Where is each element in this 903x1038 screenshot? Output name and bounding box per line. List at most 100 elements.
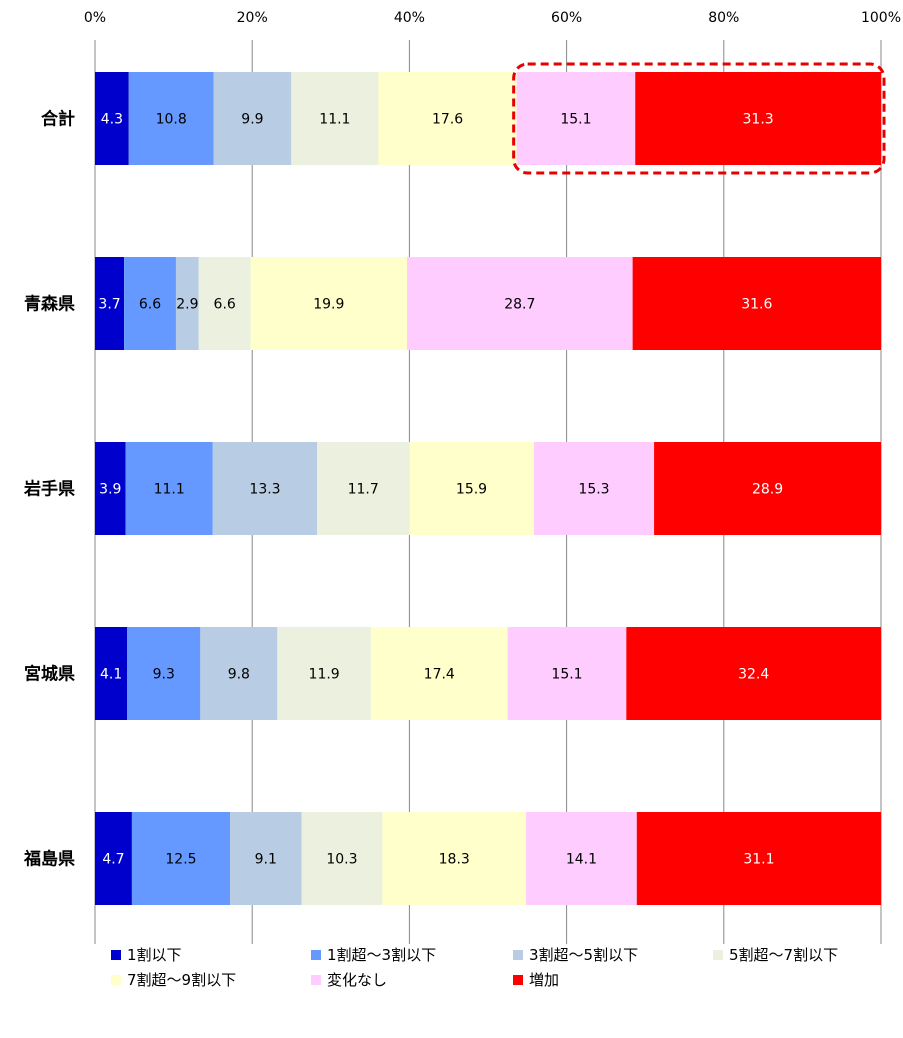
data-label: 11.1 <box>154 482 185 498</box>
data-label: 6.6 <box>214 297 236 313</box>
bar-segment <box>124 257 176 350</box>
data-label: 9.9 <box>241 112 263 128</box>
bars: 4.3 10.8 9.9 11.1 17.6 15.1 31.3 3.7 6.6 2.9 6.6 19… <box>95 72 881 905</box>
data-label: 10.3 <box>326 852 357 868</box>
x-tick-label: 0% <box>84 10 106 26</box>
bar-segment <box>654 442 881 535</box>
x-tick-label: 40% <box>394 10 425 26</box>
x-tick-label: 80% <box>708 10 739 26</box>
bar-segment <box>95 257 125 350</box>
legend-label: 変化なし <box>327 971 387 989</box>
bar-segment <box>200 627 278 720</box>
data-label: 31.6 <box>741 297 772 313</box>
bar-segment <box>95 72 129 165</box>
bar-segment <box>128 72 214 165</box>
bar-segment <box>516 72 636 165</box>
bar-segment <box>370 627 508 720</box>
data-label: 9.8 <box>228 667 250 683</box>
data-label: 2.9 <box>176 297 198 313</box>
bar-segment <box>131 812 231 905</box>
bar-segment <box>212 442 318 535</box>
bar-segment <box>407 257 633 350</box>
category-label: 福島県 <box>23 849 75 870</box>
category-label: 青森県 <box>24 294 75 315</box>
data-label: 10.8 <box>156 112 187 128</box>
legend-label: 5割超～7割以下 <box>729 946 838 964</box>
x-tick-label: 100% <box>861 10 901 26</box>
data-label: 28.7 <box>504 297 535 313</box>
bar-segment <box>291 72 379 165</box>
data-label: 15.1 <box>560 112 591 128</box>
data-label: 12.5 <box>165 852 196 868</box>
data-label: 4.3 <box>101 112 123 128</box>
legend-label: 3割超～5割以下 <box>529 946 638 964</box>
legend-swatch <box>513 950 523 960</box>
bar-segment <box>378 72 517 165</box>
data-label: 3.9 <box>99 482 121 498</box>
highlight-box <box>512 62 886 175</box>
bar-segment <box>213 72 292 165</box>
data-label: 4.7 <box>102 852 124 868</box>
bar-segment <box>409 442 534 535</box>
data-label: 17.6 <box>432 112 463 128</box>
data-label: 9.3 <box>153 667 175 683</box>
data-label: 19.9 <box>313 297 344 313</box>
legend-swatch <box>111 950 121 960</box>
data-label: 13.3 <box>249 482 280 498</box>
bar-segment <box>198 257 251 350</box>
data-label: 15.9 <box>456 482 487 498</box>
legend-swatch <box>513 975 523 985</box>
bar-segment <box>507 627 627 720</box>
x-tick-label: 60% <box>551 10 582 26</box>
data-label: 4.1 <box>100 667 122 683</box>
data-label: 31.3 <box>743 112 774 128</box>
bar-segment <box>635 72 881 165</box>
bar-segment <box>95 627 128 720</box>
legend-swatch <box>111 975 121 985</box>
legend: 1割以下 1割超～3割以下 3割超～5割以下 5割超～7割以下 7割超～9割以下 変化なし… <box>111 946 838 989</box>
bar-segment <box>277 627 371 720</box>
data-label: 32.4 <box>738 667 769 683</box>
legend-label: 1割以下 <box>127 946 182 964</box>
data-label: 28.9 <box>752 482 783 498</box>
bar-segment <box>230 812 302 905</box>
bar-segment <box>301 812 383 905</box>
data-label: 18.3 <box>439 852 470 868</box>
data-label: 6.6 <box>139 297 161 313</box>
legend-swatch <box>311 975 321 985</box>
legend-swatch <box>713 950 723 960</box>
bar-segment <box>317 442 410 535</box>
data-label: 11.7 <box>348 482 379 498</box>
bar-segment <box>636 812 881 905</box>
category-label: 岩手県 <box>23 479 75 500</box>
data-label: 15.3 <box>578 482 609 498</box>
legend-label: 7割超～9割以下 <box>127 971 236 989</box>
bar-segment <box>127 627 201 720</box>
legend-swatch <box>311 950 321 960</box>
data-label: 15.1 <box>551 667 582 683</box>
legend-label: 1割超～3割以下 <box>327 946 436 964</box>
highlight-rect <box>512 62 886 175</box>
bar-segment <box>175 257 199 350</box>
legend-label: 増加 <box>529 971 559 989</box>
x-axis-ticks: 0% 20% 40% 60% 80% 100% <box>84 10 901 26</box>
bar-segment <box>382 812 527 905</box>
data-label: 3.7 <box>98 297 120 313</box>
category-label: 宮城県 <box>24 664 75 685</box>
bar-segment <box>95 812 132 905</box>
bar-segment <box>533 442 655 535</box>
bar-segment <box>526 812 637 905</box>
bar-segment <box>626 627 881 720</box>
data-label: 11.1 <box>319 112 350 128</box>
category-label: 合計 <box>41 109 75 130</box>
data-label: 31.1 <box>743 852 774 868</box>
bar-segment <box>632 257 881 350</box>
data-label: 9.1 <box>255 852 277 868</box>
bar-segment <box>250 257 408 350</box>
data-label: 14.1 <box>566 852 597 868</box>
x-tick-label: 20% <box>237 10 268 26</box>
bar-segment <box>125 442 213 535</box>
bar-segment <box>95 442 126 535</box>
